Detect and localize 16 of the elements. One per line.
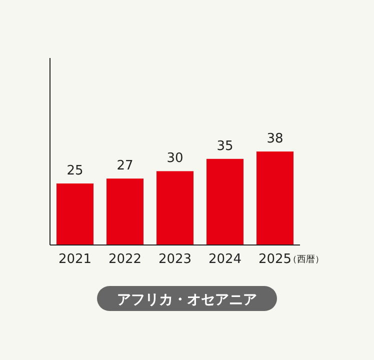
x-tick-label: 2025 — [258, 252, 292, 267]
bar — [206, 158, 244, 245]
data-label: 38 — [266, 132, 284, 146]
x-tick-label: 2024 — [208, 252, 242, 267]
bar — [256, 152, 294, 245]
bar — [156, 171, 194, 245]
bar — [106, 178, 144, 245]
data-label: 35 — [216, 138, 234, 154]
data-label: 30 — [166, 151, 184, 166]
data-label: 25 — [66, 163, 84, 178]
data-label: 27 — [116, 158, 134, 174]
x-tick-label: 2021 — [58, 252, 92, 267]
bar — [56, 183, 94, 245]
x-tick-label: 2022 — [108, 252, 142, 267]
text: アフリカ・オセアニア — [117, 292, 257, 308]
x-tick-label: 2023 — [158, 252, 192, 267]
